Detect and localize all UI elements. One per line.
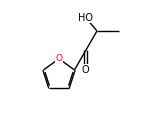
Text: HO: HO xyxy=(78,13,93,23)
Text: O: O xyxy=(82,65,90,75)
Text: O: O xyxy=(55,54,62,63)
